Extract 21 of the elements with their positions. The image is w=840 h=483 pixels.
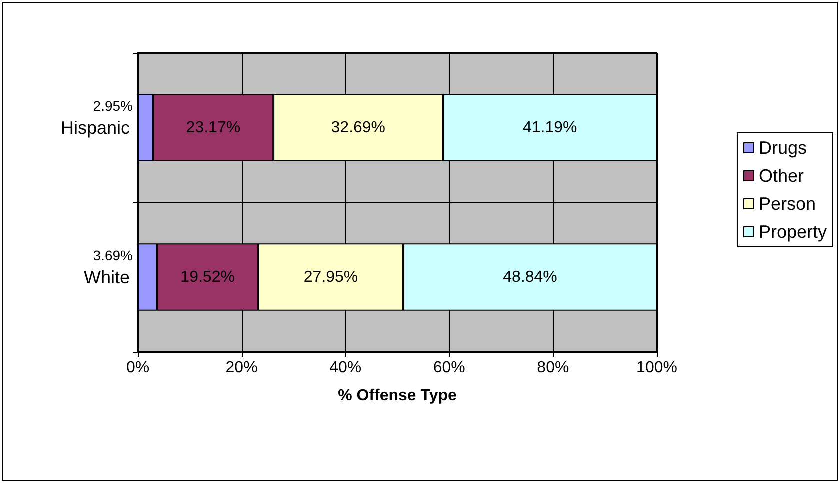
legend-label: Property — [758, 222, 828, 242]
x-tick-label: 20% — [226, 360, 258, 376]
y-tick-label: White — [84, 267, 130, 288]
x-tick-label: 100% — [636, 360, 678, 376]
x-axis-title: % Offense Type — [338, 388, 458, 404]
data-label: 41.19% — [522, 119, 578, 136]
x-tick-label: 40% — [330, 360, 362, 376]
x-tick-label: 80% — [537, 360, 570, 376]
legend-label: Drugs — [758, 138, 807, 158]
y-tick-label: Hispanic — [60, 118, 130, 138]
data-label: 2.95% — [93, 98, 133, 114]
data-label: 19.52% — [180, 268, 235, 286]
data-label: 32.69% — [331, 119, 386, 136]
data-label: 23.17% — [186, 119, 241, 136]
legend-label: Person — [758, 194, 816, 214]
legend-label: Other — [758, 166, 804, 186]
data-label: 48.84% — [503, 268, 558, 286]
x-tick-label: 0% — [126, 360, 150, 376]
data-label: 27.95% — [304, 268, 358, 286]
data-label: 3.69% — [93, 247, 133, 264]
x-tick-label: 60% — [433, 360, 466, 376]
